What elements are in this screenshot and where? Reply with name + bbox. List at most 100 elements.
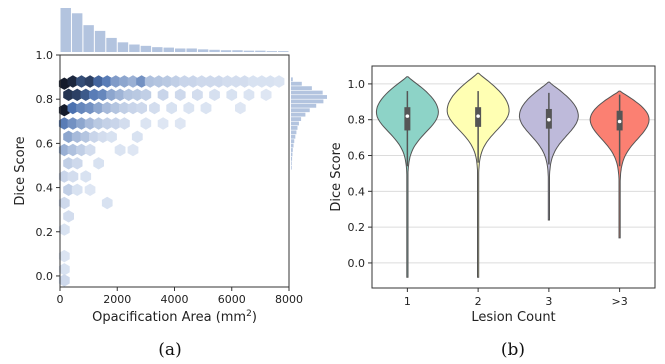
marginal-y-bar	[291, 166, 292, 170]
hexbin-cell	[128, 144, 139, 156]
hexbin-cell	[244, 89, 255, 101]
hexbin-cell	[102, 197, 113, 209]
violin-y-axis-label: Dice Score	[329, 142, 344, 211]
hexbin-y-axis-label: Dice Score	[13, 136, 28, 205]
marginal-x-bar	[72, 13, 82, 52]
violin-x-tick-label: 1	[404, 295, 411, 308]
marginal-x-bar	[129, 45, 139, 52]
violin-x-tick-label: 3	[545, 295, 552, 308]
hexbin-cell	[80, 170, 91, 182]
marginal-y-bar	[291, 86, 312, 90]
hexbin-x-axis-label: Opacification Area (mm2)	[92, 309, 257, 325]
marginal-y-bar	[291, 144, 294, 148]
marginal-y-bar	[291, 135, 295, 139]
hexbin-x-tick-label: 0	[57, 293, 64, 306]
marginal-y-bar	[291, 95, 327, 99]
hexbin-x-tick-label: 8000	[275, 293, 303, 306]
marginal-y-bar	[291, 161, 292, 165]
hexbin-cell	[59, 263, 70, 275]
hexbin-cell	[141, 89, 152, 101]
violin-x-tick-label: 2	[475, 295, 482, 308]
hexbin-y-tick-label: 0.4	[36, 182, 54, 195]
hexbin-y-tick-label: 1.0	[36, 49, 54, 62]
hexbin-cell	[226, 89, 237, 101]
hexbin-cell	[158, 117, 169, 129]
marginal-y-bar	[291, 139, 294, 143]
marginal-x-histogram	[61, 8, 289, 52]
hexbin-cell	[136, 102, 147, 114]
marginal-x-bar	[141, 46, 151, 52]
hexbin-x-tick-label: 6000	[218, 293, 246, 306]
hexbin-cell	[72, 157, 83, 169]
marginal-x-bar	[175, 48, 185, 52]
marginal-x-bar	[61, 8, 71, 52]
marginal-y-bar	[291, 148, 293, 152]
violin-median-dot	[618, 120, 622, 124]
marginal-x-bar	[83, 25, 93, 52]
hexbin-cell	[59, 274, 70, 286]
marginal-y-bar	[291, 77, 293, 81]
hexbin-cell	[72, 184, 83, 196]
marginal-y-bar	[291, 157, 292, 161]
hexbin-cell	[209, 89, 220, 101]
violin-x-tick-label: >3	[612, 295, 628, 308]
hexbin-cell	[119, 117, 130, 129]
hexbin-cell	[175, 89, 186, 101]
marginal-x-bar	[106, 38, 116, 52]
hexbin-x-tick-label: 2000	[103, 293, 131, 306]
marginal-y-bar	[291, 113, 305, 117]
hexbin-cell	[59, 223, 70, 235]
hexbin-cell	[149, 102, 160, 114]
hexbin-cell	[158, 89, 169, 101]
violin-median-dot	[476, 114, 480, 118]
marginal-x-bar	[232, 50, 242, 52]
hexbin-cell	[261, 89, 272, 101]
hexbin-cell	[106, 131, 117, 143]
violin-y-tick-label: 0.0	[348, 257, 366, 270]
violin-y-tick-label: 0.8	[348, 114, 366, 127]
marginal-y-bar	[291, 99, 323, 103]
marginal-x-bar	[244, 51, 254, 52]
hexbin-cell	[183, 102, 194, 114]
hexbin-plot-area	[59, 75, 285, 286]
marginal-x-bar	[164, 48, 174, 52]
violin-median-dot	[547, 118, 551, 122]
hexbin-cell	[85, 144, 96, 156]
hexbin-panel: 0 2000 4000 6000 8000 0.0 0.2 0.4 0.6 0.8 1.0 Opac…	[13, 8, 327, 360]
marginal-x-bar	[118, 42, 128, 52]
violin-plot-area	[376, 73, 649, 277]
hexbin-y-tick-label: 0.6	[36, 137, 54, 150]
violin-y-tick-label: 0.4	[348, 185, 366, 198]
marginal-x-bar	[95, 31, 105, 52]
marginal-y-bar	[291, 126, 297, 130]
hexbin-cell	[235, 102, 246, 114]
violin-y-tick-label: 0.6	[348, 150, 366, 163]
caption-a: (a)	[158, 340, 181, 360]
marginal-y-histogram	[291, 77, 327, 169]
marginal-y-bar	[291, 122, 299, 126]
caption-b: (b)	[501, 340, 525, 360]
marginal-y-bar	[291, 153, 292, 157]
marginal-y-bar	[291, 104, 316, 108]
marginal-x-bar	[152, 47, 162, 52]
hexbin-cell	[93, 157, 104, 169]
hexbin-cell	[166, 102, 177, 114]
hexbin-cell	[201, 102, 212, 114]
marginal-y-bar	[291, 117, 301, 121]
hexbin-cell	[115, 144, 126, 156]
violin-x-axis-label: Lesion Count	[471, 310, 555, 325]
marginal-x-bar	[209, 50, 219, 52]
hexbin-cell	[59, 197, 70, 209]
marginal-x-bar	[267, 51, 277, 52]
marginal-x-bar	[186, 48, 196, 52]
hexbin-cell	[192, 89, 203, 101]
hexbin-y-tick-label: 0.2	[36, 226, 54, 239]
hexbin-cell	[274, 75, 285, 87]
marginal-x-bar	[221, 50, 231, 52]
hexbin-y-tick-label: 0.0	[36, 270, 54, 283]
hexbin-cell	[132, 131, 143, 143]
violin-iqr-box	[404, 107, 410, 130]
hexbin-cell	[141, 117, 152, 129]
violin-y-tick-label: 0.2	[348, 221, 366, 234]
